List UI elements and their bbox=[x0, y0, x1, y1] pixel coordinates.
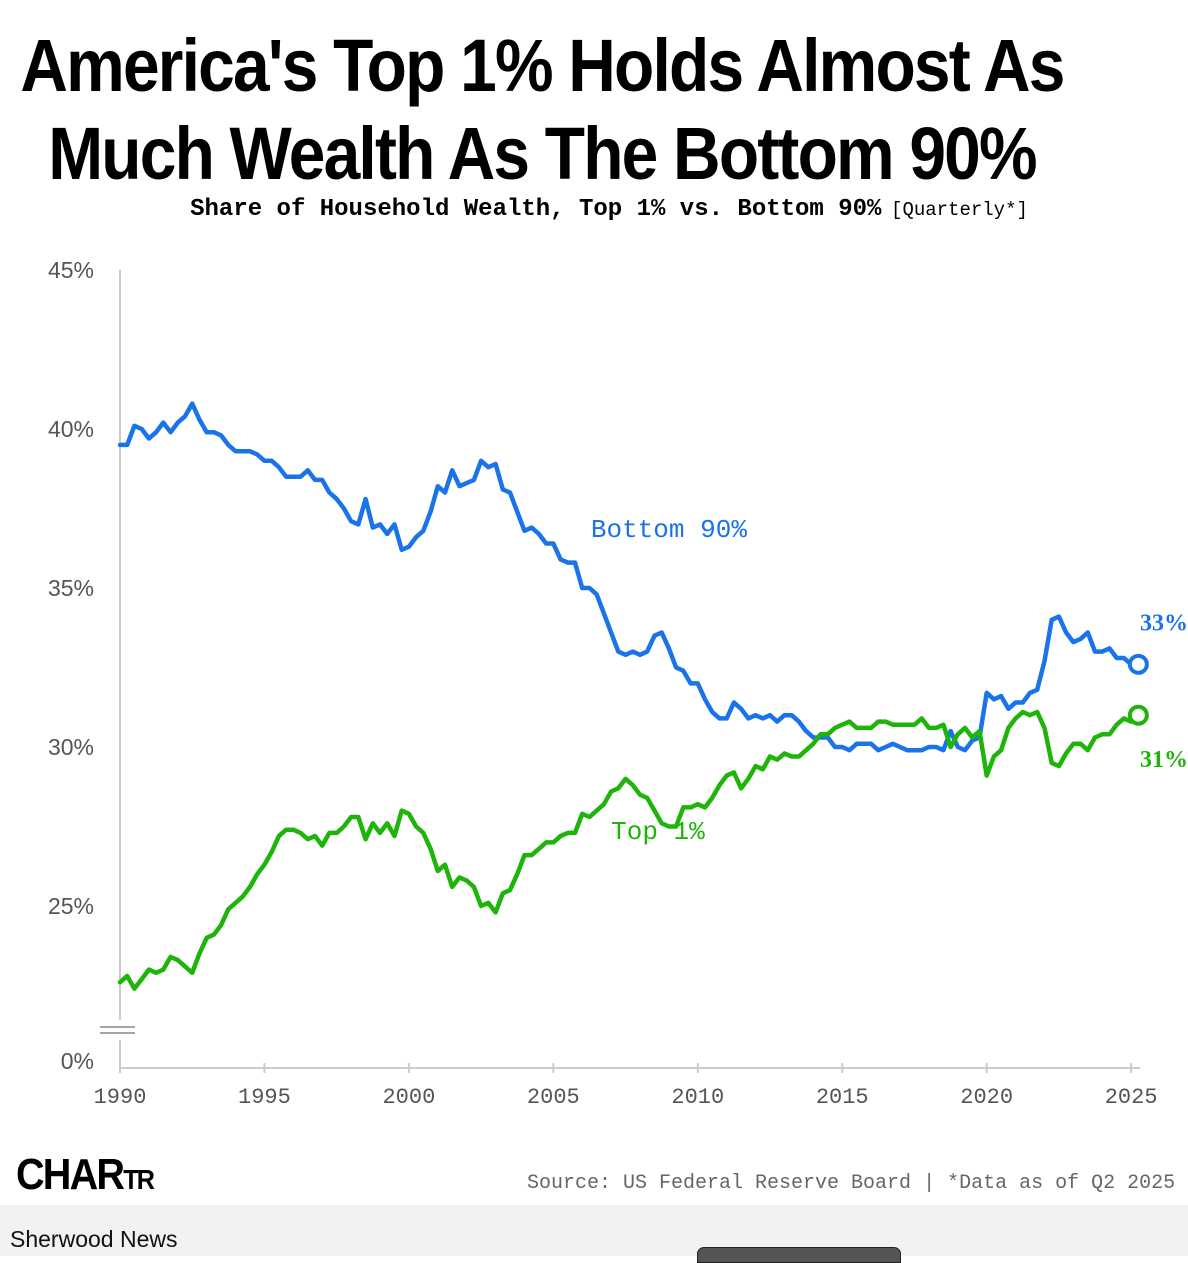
y-tick-label: 45% bbox=[48, 257, 94, 283]
bottom90-end-marker bbox=[1127, 653, 1149, 675]
footer-bar bbox=[0, 1205, 1188, 1256]
y-tick-label: 40% bbox=[48, 416, 94, 442]
subtitle-text: Share of Household Wealth, Top 1% vs. Bo… bbox=[190, 196, 882, 223]
x-tick-label: 2010 bbox=[671, 1085, 724, 1110]
tab-handle[interactable] bbox=[697, 1247, 901, 1263]
y-tick-label: 0% bbox=[61, 1048, 94, 1074]
chart-title: America's Top 1% Holds Almost As Much We… bbox=[20, 24, 1065, 195]
x-tick-label: 2025 bbox=[1105, 1085, 1158, 1110]
top1-series-label: Top 1% bbox=[611, 817, 705, 847]
top1-end-label: 31% bbox=[1140, 747, 1188, 773]
logo-main: CHAR bbox=[16, 1150, 125, 1199]
chartr-logo: CHARTR bbox=[16, 1150, 155, 1200]
top1-end-marker bbox=[1127, 704, 1149, 726]
y-tick-label: 25% bbox=[48, 893, 94, 919]
source-note: Source: US Federal Reserve Board | *Data… bbox=[527, 1172, 1176, 1195]
subtitle-note: [Quarterly*] bbox=[891, 199, 1028, 221]
x-tick-label: 2020 bbox=[960, 1085, 1013, 1110]
publisher-name: Sherwood News bbox=[10, 1226, 178, 1252]
bottom90-series-label: Bottom 90% bbox=[591, 515, 747, 545]
x-tick-label: 2000 bbox=[382, 1085, 435, 1110]
bottom90-end-label: 33% bbox=[1140, 610, 1188, 636]
x-tick-label: 1995 bbox=[238, 1085, 291, 1110]
x-tick-label: 1990 bbox=[94, 1085, 147, 1110]
chart-subtitle: Share of Household Wealth, Top 1% vs. Bo… bbox=[0, 196, 1188, 223]
logo-small: TR bbox=[123, 1164, 155, 1195]
bottom90-line bbox=[117, 401, 1141, 753]
x-tick-label: 2005 bbox=[527, 1085, 580, 1110]
top1-line bbox=[117, 709, 1141, 991]
y-tick-label: 30% bbox=[48, 734, 94, 760]
y-tick-label: 35% bbox=[48, 575, 94, 601]
x-tick-label: 2015 bbox=[816, 1085, 869, 1110]
line-chart: 0% 25% 30% 35% 40% 45% 1990 1995 2000 2005 2010 201… bbox=[48, 257, 1188, 1110]
